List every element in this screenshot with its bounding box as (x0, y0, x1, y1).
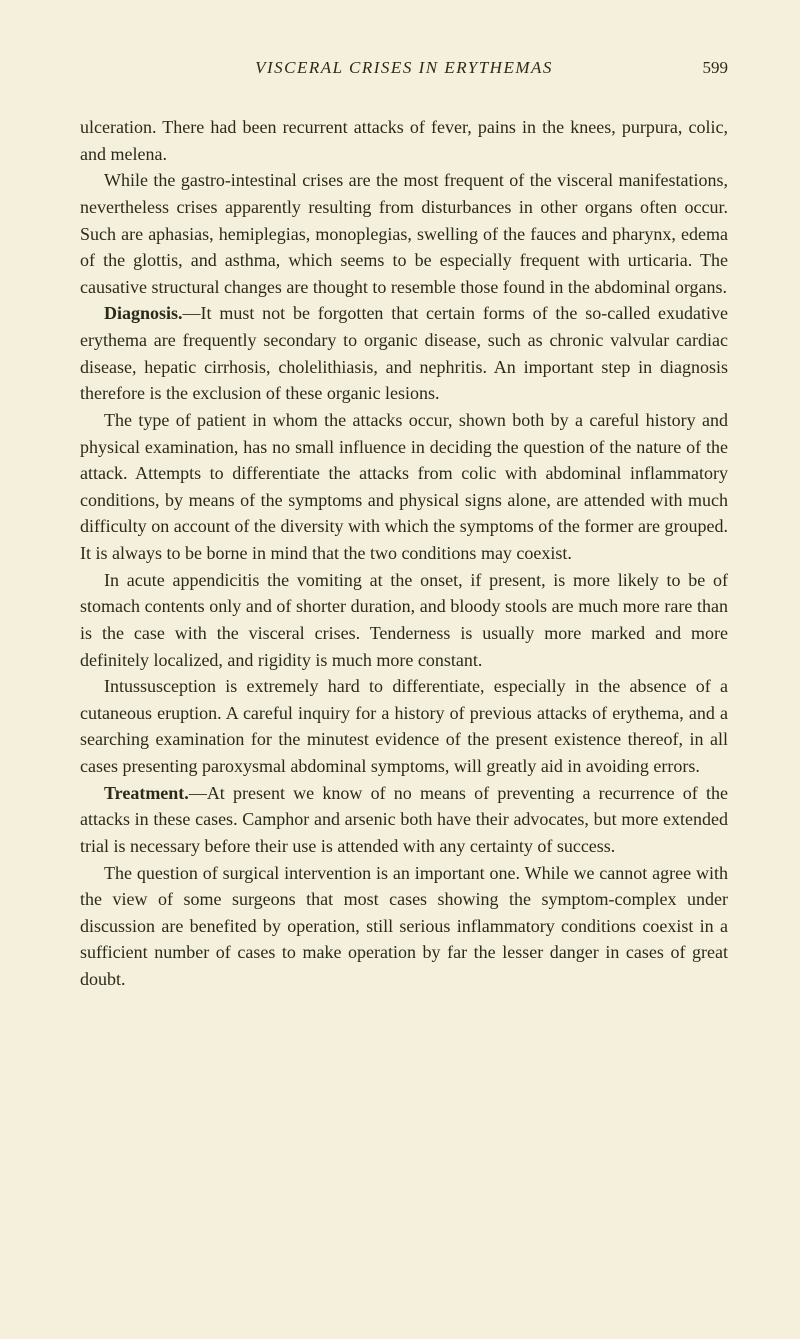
running-title: VISCERAL CRISES IN ERYTHEMAS (130, 58, 678, 78)
page-number: 599 (678, 58, 728, 78)
page-header: VISCERAL CRISES IN ERYTHEMAS 599 (80, 58, 728, 78)
paragraph: The type of patient in whom the attacks … (80, 407, 728, 567)
section-heading-diagnosis: Diagnosis. (104, 303, 183, 323)
paragraph: ulceration. There had been recurrent att… (80, 114, 728, 167)
body-text: ulceration. There had been recurrent att… (80, 114, 728, 993)
paragraph: Intussusception is extremely hard to dif… (80, 673, 728, 780)
section-heading-treatment: Treatment. (104, 783, 189, 803)
page-container: VISCERAL CRISES IN ERYTHEMAS 599 ulcerat… (0, 0, 800, 1033)
paragraph: Diagnosis.—It must not be forgotten that… (80, 300, 728, 407)
paragraph: Treatment.—At present we know of no mean… (80, 780, 728, 860)
paragraph: The question of surgical intervention is… (80, 860, 728, 993)
paragraph: In acute appendicitis the vomiting at th… (80, 567, 728, 674)
paragraph: While the gastro-intestinal crises are t… (80, 167, 728, 300)
